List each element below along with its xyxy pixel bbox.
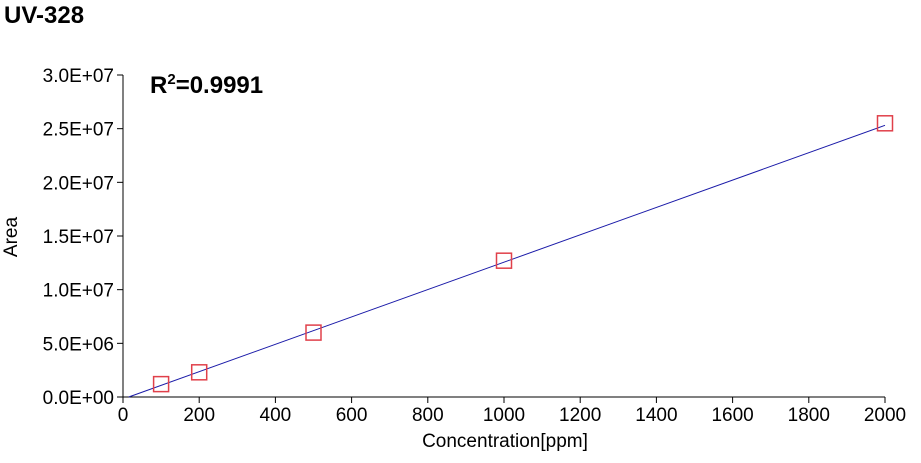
x-tick-label: 400 (260, 405, 292, 426)
axis-labels: Concentration[ppm] Area (1, 217, 588, 452)
r-squared-symbol: R (150, 72, 167, 99)
chart-title: UV-328 (4, 2, 85, 29)
data-point (305, 324, 322, 341)
r-squared-superscript: 2 (167, 71, 175, 88)
y-tick-label: 2.0E+07 (43, 173, 114, 194)
x-tick-label: 200 (183, 405, 215, 426)
y-tick-label: 3.0E+07 (43, 66, 114, 87)
data-point (152, 375, 170, 393)
x-tick-label: 1800 (788, 405, 830, 426)
r-squared-value: =0.9991 (176, 72, 263, 99)
data-point (876, 115, 894, 132)
y-tick-label: 1.0E+07 (43, 281, 114, 302)
y-axis-label: Area (1, 217, 22, 258)
x-tick-label: 600 (336, 405, 368, 426)
y-tick-label: 0.0E+00 (43, 388, 114, 409)
trendline (128, 124, 886, 398)
x-tick-label: 800 (412, 405, 444, 426)
y-tick-label: 1.5E+07 (43, 227, 114, 248)
x-tick-label: 1200 (559, 405, 601, 426)
x-tick-label: 1400 (635, 405, 677, 426)
data-point (190, 364, 208, 381)
x-tick-label: 2000 (864, 405, 906, 426)
x-tick-label: 1600 (711, 405, 753, 426)
data-point (495, 252, 513, 269)
r-squared-annotation: R2=0.9991 (150, 71, 263, 99)
trendline-layer (128, 124, 886, 398)
data-points (152, 115, 894, 393)
x-axis-label: Concentration[ppm] (422, 431, 588, 452)
y-tick-label: 2.5E+07 (43, 120, 114, 141)
y-tick-label: 5.0E+06 (43, 334, 114, 355)
x-tick-label: 0 (118, 405, 129, 426)
x-tick-label: 1000 (483, 405, 525, 426)
axes: 0.0E+00 5.0E+06 1.0E+07 1.5E+07 2.0E+07 2.5E+… (43, 66, 906, 426)
